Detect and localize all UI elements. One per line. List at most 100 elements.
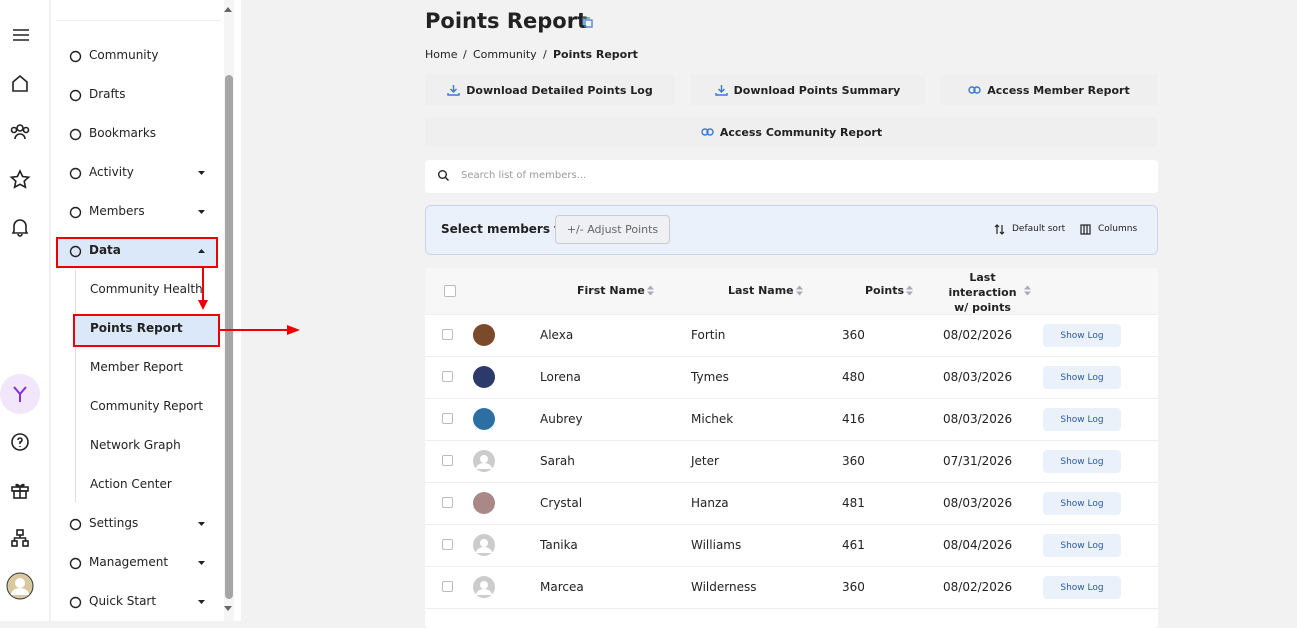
checkbox[interactable] <box>442 539 453 550</box>
show-log-button[interactable]: Show Log <box>1043 534 1121 557</box>
button-icon <box>714 85 728 96</box>
submenu-line <box>75 270 76 502</box>
show-log-button[interactable]: Show Log <box>1043 576 1121 599</box>
table-header <box>425 268 1158 315</box>
menu-item[interactable]: Drafts <box>89 87 126 101</box>
table-cell: 481 <box>842 496 865 510</box>
table-cell: 08/02/2026 <box>943 328 1013 342</box>
table-cell: 08/03/2026 <box>943 412 1013 426</box>
table-cell: Wilderness <box>691 580 757 594</box>
highlight-box <box>56 237 218 268</box>
column-header[interactable]: Points <box>865 284 905 297</box>
row-divider <box>425 440 1158 441</box>
menu-item-icon <box>69 128 82 141</box>
avatar <box>473 576 495 598</box>
avatar <box>473 324 495 346</box>
button-icon <box>447 85 460 96</box>
scrollbar-thumb <box>225 75 233 599</box>
menu-item[interactable]: Quick Start <box>89 594 157 608</box>
checkbox[interactable] <box>442 371 453 382</box>
adjust-points-button[interactable]: +/- Adjust Points <box>555 215 670 244</box>
org-icon <box>11 529 29 547</box>
row-divider <box>425 524 1158 525</box>
menu-item[interactable]: Bookmarks <box>89 126 157 140</box>
search-icon <box>438 170 449 181</box>
checkbox[interactable] <box>442 497 453 508</box>
action-button[interactable]: Download Detailed Points Log <box>425 75 675 105</box>
community-icon <box>10 124 30 140</box>
action-button[interactable]: Download Points Summary <box>690 75 925 105</box>
breadcrumb-separator: / <box>543 48 547 61</box>
dropdown-caret <box>198 561 205 565</box>
help-icon <box>11 433 29 451</box>
star-icon <box>9 169 31 189</box>
checkbox[interactable] <box>442 581 453 592</box>
table-cell: Lorena <box>540 370 581 384</box>
button-label: Download Detailed Points Log <box>466 83 653 97</box>
table-cell: Crystal <box>540 496 583 510</box>
avatar <box>473 534 495 556</box>
table-cell: Marcea <box>540 580 584 594</box>
submenu-item[interactable]: Network Graph <box>90 438 181 452</box>
submenu-item[interactable]: Member Report <box>90 360 183 374</box>
dropdown-caret <box>198 522 205 526</box>
table-cell: Tanika <box>540 538 578 552</box>
checkbox[interactable] <box>444 285 456 297</box>
breadcrumb-item[interactable]: Community <box>473 48 537 61</box>
checkbox[interactable] <box>442 329 453 340</box>
table <box>425 268 1158 628</box>
menu-item-icon <box>69 167 82 180</box>
button-label: Access Community Report <box>719 125 883 139</box>
menu-item[interactable]: Data <box>89 243 121 257</box>
sort-arrows <box>906 285 913 296</box>
search-box[interactable] <box>425 160 1158 193</box>
table-cell: Fortin <box>691 328 726 342</box>
show-log-button[interactable]: Show Log <box>1043 366 1121 389</box>
column-header[interactable]: First Name <box>577 284 645 297</box>
dropdown-caret <box>198 600 205 604</box>
table-cell: 360 <box>842 580 865 594</box>
sort-button[interactable]: Default sort <box>1012 224 1066 234</box>
columns-icon <box>1080 224 1091 235</box>
button-label: Access Member Report <box>987 83 1130 97</box>
active-app-icon <box>0 374 40 414</box>
breadcrumb-item[interactable]: Home <box>425 48 458 61</box>
show-log-button[interactable]: Show Log <box>1043 324 1121 347</box>
action-button[interactable]: Access Member Report <box>940 75 1158 105</box>
checkbox[interactable] <box>442 455 453 466</box>
bell-icon <box>11 219 29 237</box>
column-header[interactable]: Last interaction w/ points <box>948 271 1017 314</box>
submenu-item[interactable]: Points Report <box>90 321 183 335</box>
sidebar <box>51 0 241 621</box>
show-log-button[interactable]: Show Log <box>1043 408 1121 431</box>
table-cell: 416 <box>842 412 865 426</box>
menu-item[interactable]: Community <box>89 48 159 62</box>
table-cell: Aubrey <box>540 412 583 426</box>
column-header[interactable]: Last Name <box>728 284 794 297</box>
menu-item[interactable]: Activity <box>89 165 134 179</box>
menu-item[interactable]: Settings <box>89 516 139 530</box>
show-log-button[interactable]: Show Log <box>1043 492 1121 515</box>
table-cell: 360 <box>842 328 865 342</box>
sort-arrows <box>796 285 803 296</box>
show-log-button[interactable]: Show Log <box>1043 450 1121 473</box>
submenu-item[interactable]: Community Health <box>90 282 203 296</box>
scroll-up <box>224 7 232 12</box>
submenu-item[interactable]: Community Report <box>90 399 204 413</box>
action-button[interactable]: Access Community Report <box>425 117 1158 147</box>
sidebar-top-divider <box>56 20 221 21</box>
table-cell: 07/31/2026 <box>943 454 1013 468</box>
menu-item[interactable]: Management <box>89 555 169 569</box>
menu-item[interactable]: Members <box>89 204 145 218</box>
columns-button[interactable]: Columns <box>1098 224 1138 234</box>
table-cell: Tymes <box>691 370 729 384</box>
checkbox[interactable] <box>442 413 453 424</box>
search-placeholder: Search list of members... <box>461 170 587 181</box>
table-cell: 480 <box>842 370 865 384</box>
menu-item-icon <box>69 557 82 570</box>
dropdown-caret <box>198 210 205 214</box>
menu-item-icon <box>69 50 82 63</box>
submenu-item[interactable]: Action Center <box>90 477 172 491</box>
table-cell: 08/02/2026 <box>943 580 1013 594</box>
menu-item-icon <box>69 245 82 258</box>
